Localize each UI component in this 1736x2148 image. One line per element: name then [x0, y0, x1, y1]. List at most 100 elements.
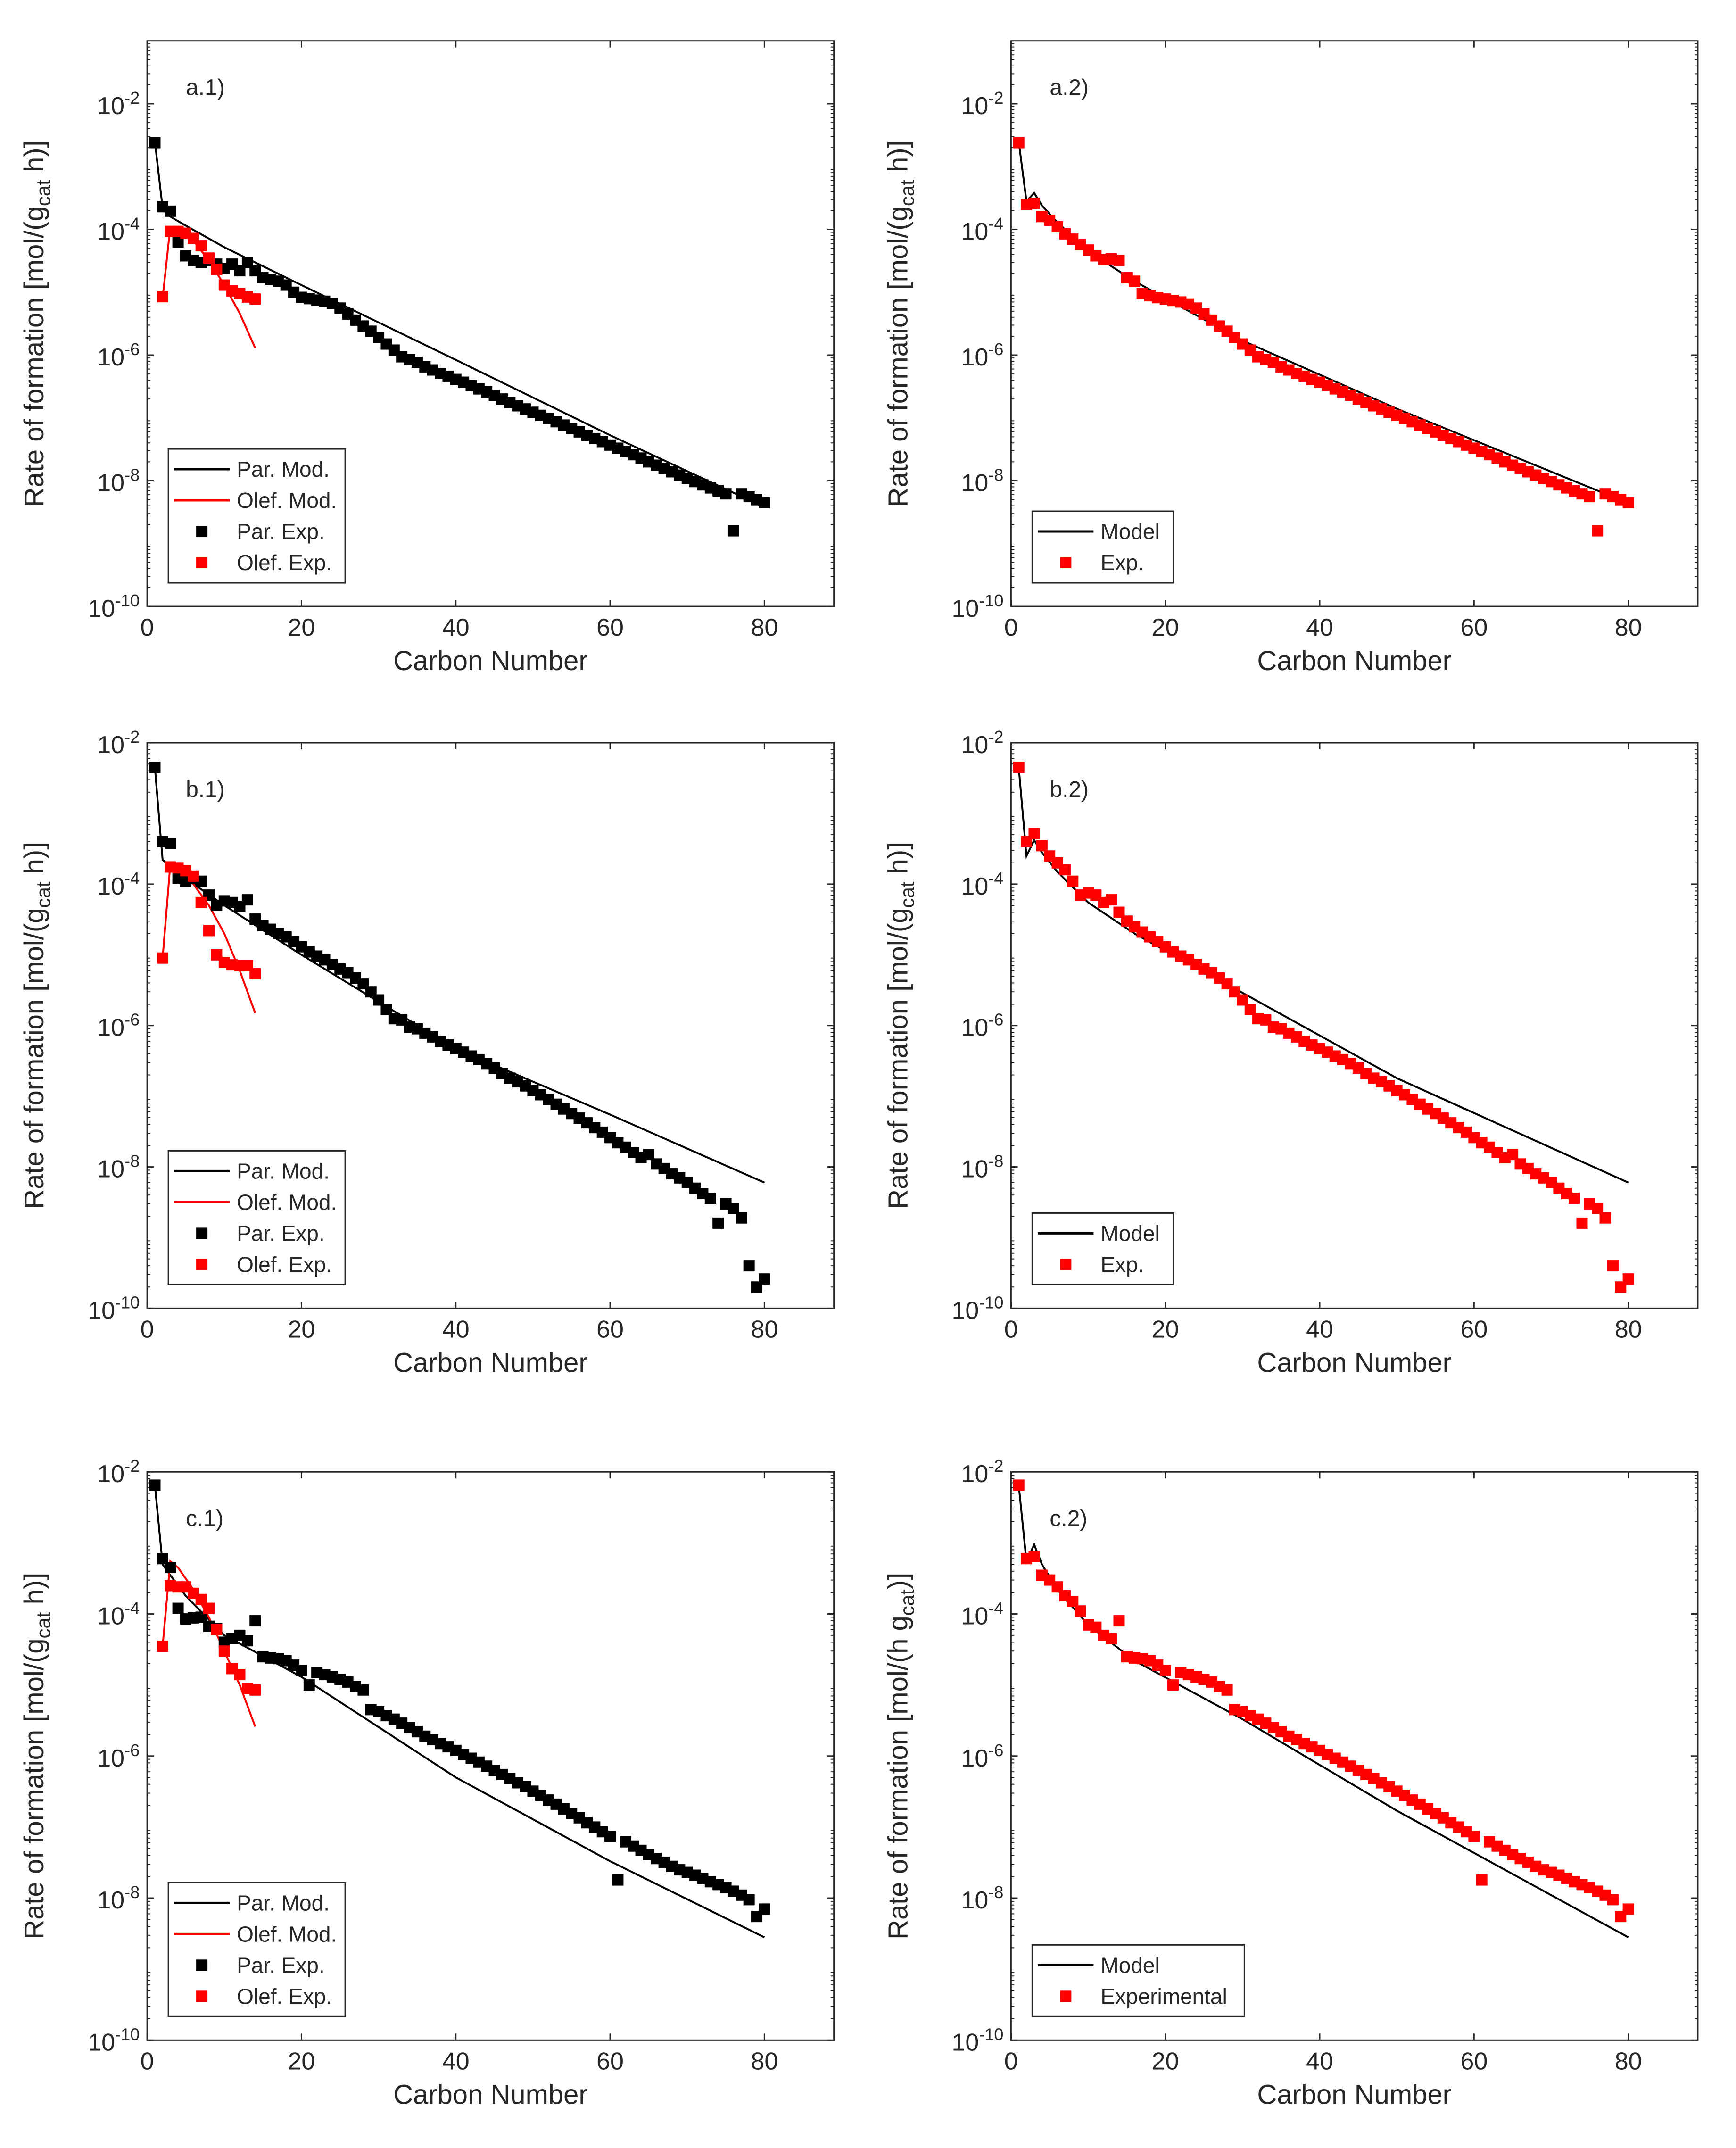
- legend-label: Par. Exp.: [237, 519, 325, 544]
- x-axis-label: Carbon Number: [1257, 646, 1452, 676]
- y-axis-label: Rate of formation [mol/(gcat h)]: [19, 842, 54, 1209]
- x-tick-label: 40: [442, 614, 470, 641]
- legend-marker-swatch: [1060, 1259, 1072, 1270]
- x-tick-label: 40: [442, 2048, 470, 2075]
- data-point: [1159, 1665, 1171, 1676]
- data-point: [1468, 1831, 1480, 1842]
- x-axis-label: Carbon Number: [1257, 2079, 1452, 2110]
- plot-area: [1013, 1479, 1634, 1939]
- x-tick-label: 60: [596, 2048, 624, 2075]
- panel-label: c.2): [1050, 1506, 1087, 1531]
- data-point: [1622, 1903, 1634, 1915]
- y-tick-label: 10-10: [952, 1293, 1004, 1324]
- x-tick-label: 0: [1004, 614, 1018, 641]
- data-point: [1167, 1679, 1179, 1691]
- data-point: [1569, 1193, 1580, 1204]
- y-tick-label: 10-6: [97, 1010, 140, 1042]
- legend: Model Experimental: [1031, 1944, 1245, 2017]
- x-tick-label: 20: [1152, 1316, 1179, 1343]
- x-tick-label: 0: [1004, 2048, 1018, 2075]
- data-point: [157, 952, 168, 964]
- data-point: [241, 1635, 253, 1647]
- data-point: [1221, 1684, 1233, 1696]
- data-point: [604, 1831, 616, 1842]
- data-point: [149, 762, 161, 773]
- data-point: [218, 1645, 230, 1657]
- legend-label: Olef. Mod.: [237, 1190, 337, 1214]
- x-tick-label: 40: [442, 1316, 470, 1343]
- plot-area: [149, 1479, 770, 1939]
- legend-label: Model: [1100, 519, 1159, 544]
- legend-marker-swatch: [196, 526, 208, 538]
- y-tick-label: 10-2: [97, 727, 140, 759]
- data-point: [157, 291, 168, 303]
- chart-panel-2: 0 20 40 60 80 10-10 10-8 10-6 10-4 10-2 Carbon Num…: [883, 40, 1699, 676]
- data-point: [165, 1562, 176, 1574]
- x-axis-label: Carbon Number: [393, 1347, 588, 1378]
- plot-area: [1013, 762, 1634, 1293]
- legend-label: Model: [1100, 1953, 1159, 1977]
- data-point: [249, 1684, 261, 1696]
- data-point: [1013, 1479, 1025, 1491]
- chart-panel-6: 0 20 40 60 80 10-10 10-8 10-6 10-4 10-2 Carbon Num…: [883, 1456, 1699, 2110]
- data-point: [1592, 1203, 1604, 1214]
- y-tick-label: 10-4: [97, 214, 140, 245]
- data-point: [1075, 1605, 1086, 1617]
- data-point: [195, 896, 207, 908]
- y-tick-label: 10-2: [961, 1456, 1004, 1488]
- data-point: [1507, 1149, 1519, 1161]
- x-tick-label: 40: [1306, 1316, 1333, 1343]
- data-point: [157, 1641, 168, 1652]
- data-point: [1584, 491, 1595, 503]
- data-point: [234, 1669, 246, 1681]
- legend: Model Exp.: [1031, 510, 1174, 584]
- x-tick-label: 0: [1004, 1316, 1018, 1343]
- data-point: [296, 1665, 307, 1676]
- y-axis-label: Rate of formation [mol/(gcat h)]: [19, 1573, 54, 1940]
- y-tick-label: 10-8: [97, 1883, 140, 1914]
- data-point: [188, 870, 199, 882]
- data-point: [1113, 1615, 1125, 1627]
- data-point: [1013, 762, 1025, 773]
- legend-label: Par. Mod.: [237, 1159, 330, 1183]
- y-tick-label: 10-2: [961, 88, 1004, 120]
- x-axis-label: Carbon Number: [393, 646, 588, 676]
- y-tick-label: 10-4: [97, 1598, 140, 1630]
- data-point: [1476, 1874, 1488, 1886]
- legend-label: Olef. Exp.: [237, 550, 332, 575]
- legend-label: Par. Mod.: [237, 1891, 330, 1915]
- y-tick-label: 10-10: [88, 1293, 140, 1324]
- data-point: [727, 525, 739, 537]
- panel-label: a.2): [1050, 75, 1089, 100]
- legend-label: Par. Exp.: [237, 1953, 325, 1977]
- x-axis-label: Carbon Number: [1257, 1347, 1452, 1378]
- legend-label: Exp.: [1100, 1252, 1144, 1277]
- legend-label: Exp.: [1100, 550, 1144, 575]
- panel-label: a.1): [186, 75, 225, 100]
- x-tick-label: 0: [141, 1316, 154, 1343]
- legend-label: Par. Mod.: [237, 457, 330, 481]
- chart-panel-1: 0 20 40 60 80 10-10 10-8 10-6 10-4 10-2 Carbon Num…: [19, 40, 835, 676]
- x-tick-label: 80: [751, 2048, 778, 2075]
- legend-label: Olef. Mod.: [237, 488, 337, 513]
- panel-label: b.1): [186, 777, 225, 802]
- data-point: [743, 1894, 755, 1906]
- legend-label: Par. Exp.: [237, 1221, 325, 1245]
- data-point: [172, 1602, 184, 1614]
- y-tick-label: 10-4: [961, 869, 1004, 900]
- legend-label: Olef. Exp.: [237, 1252, 332, 1277]
- series-line-model: [1017, 767, 1629, 1184]
- data-point: [1013, 137, 1025, 149]
- data-point: [704, 1193, 716, 1204]
- y-tick-label: 10-8: [961, 1152, 1004, 1183]
- x-tick-label: 40: [1306, 2048, 1333, 2075]
- data-point: [643, 1149, 654, 1161]
- legend-marker-swatch: [196, 1959, 208, 1971]
- x-tick-label: 60: [596, 1316, 624, 1343]
- y-tick-label: 10-10: [952, 591, 1004, 622]
- data-point: [211, 264, 223, 275]
- data-point: [1059, 864, 1071, 876]
- data-point: [249, 968, 261, 979]
- legend-label: Olef. Exp.: [237, 1984, 332, 2008]
- chart-panel-3: 0 20 40 60 80 10-10 10-8 10-6 10-4 10-2 Carbon Num…: [19, 727, 835, 1378]
